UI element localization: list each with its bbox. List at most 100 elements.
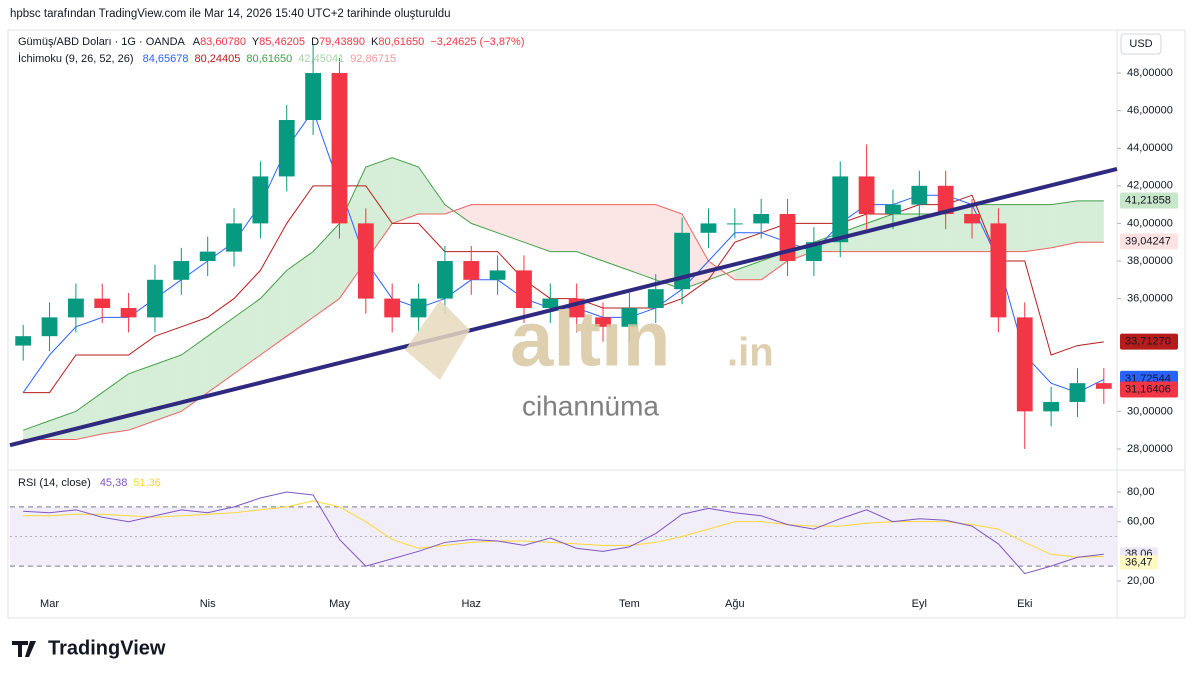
currency[interactable]: USD (1129, 38, 1152, 50)
indicator-value: 45,38 (100, 477, 128, 489)
indicator-value: 51,36 (133, 477, 161, 489)
y-tick-label: 38,00000 (1127, 255, 1173, 267)
candle-body (384, 298, 401, 318)
cloud (128, 364, 155, 431)
candle-body (700, 223, 717, 233)
price-badge-label: 31,16406 (1125, 383, 1171, 395)
candle-body (15, 336, 32, 346)
ohlc-label: Y (252, 36, 260, 48)
ohlc-value: 85,46205 (259, 36, 305, 48)
logo-text: TradingView (48, 637, 166, 659)
y-tick-label: 20,00 (1127, 575, 1155, 587)
watermark: altın .in cihannüma (405, 295, 774, 421)
candle-body (937, 185, 954, 215)
legend-line: RSI (14, close) 45,38 51,36 (18, 477, 161, 489)
indicator-value: 80,24405 (195, 53, 241, 65)
legend-line: İchimoku (9, 26, 52, 26) 84,65678 80,2440… (18, 52, 396, 65)
cloud (1024, 204, 1052, 252)
candle-body (753, 214, 770, 224)
y-tick-label: 40,00000 (1127, 217, 1173, 229)
y-tick-label: 42,00000 (1127, 180, 1173, 192)
candle-body (542, 298, 559, 308)
candle-body (147, 279, 163, 318)
indicator-name: İchimoku (9, 26, 52, 26) (18, 52, 134, 65)
cloud (260, 270, 287, 355)
tradingview-logo: TradingView (12, 637, 166, 659)
candle-body (331, 73, 348, 224)
candle-body (173, 260, 190, 280)
header: hpbsc tarafından TradingView.com ile Mar… (10, 8, 451, 20)
candle-body (489, 270, 506, 280)
candle-body (463, 260, 480, 280)
currency-box[interactable] (1120, 33, 1162, 55)
rsi-line (23, 491, 1104, 575)
candle-body (911, 185, 928, 205)
candle-body (305, 73, 322, 121)
candle-body (1043, 401, 1060, 412)
indicator-value: 84,65678 (143, 53, 189, 65)
cloud (629, 204, 656, 280)
ohlc-value: 83,60780 (200, 36, 246, 48)
cloud (234, 298, 261, 374)
x-tick-label: Eki (1017, 598, 1032, 610)
logo-mark (12, 641, 36, 657)
candle-body (990, 223, 1007, 318)
x-tick-label: Haz (461, 598, 481, 610)
price-badge-label: 33,71270 (1125, 335, 1171, 347)
x-tick-label: Ağu (725, 598, 745, 610)
background-layer (10, 109, 1117, 567)
cloud (866, 214, 893, 252)
candle-body (885, 204, 901, 215)
cloud (497, 204, 524, 243)
cloud (523, 204, 551, 252)
ohlc-value: 79,43890 (319, 36, 365, 48)
frame (7, 29, 1186, 619)
candle-body (1095, 383, 1112, 389)
cloud (1051, 200, 1078, 248)
cloud (23, 420, 50, 440)
ichimoku-span-a (23, 157, 1104, 431)
cloud (1077, 200, 1104, 243)
candle-body (1016, 317, 1033, 412)
candle-body (199, 251, 216, 261)
price-badge-label: 39,04247 (1125, 235, 1171, 247)
candle-body (226, 223, 242, 252)
y-tick-label: 48,00000 (1127, 67, 1173, 79)
rsi-band (10, 506, 1117, 567)
price-badge (1120, 192, 1178, 209)
cloud (550, 204, 577, 252)
price-badge-label: 41,21858 (1125, 194, 1171, 206)
watermark-suffix: .in (727, 331, 774, 375)
ohlc-label: K (371, 36, 379, 48)
cloud (444, 204, 472, 224)
candle-body (120, 307, 137, 318)
candle-body (621, 307, 638, 327)
y-tick-label: 44,00000 (1127, 142, 1173, 154)
price-badge (1120, 381, 1178, 398)
candle-body (94, 298, 111, 308)
y-tick-label: 28,00000 (1127, 443, 1173, 455)
ohlc-value: 80,61650 (378, 36, 424, 48)
y-tick-label: 46,00000 (1127, 105, 1173, 117)
axis-layer: 28,00000 30,00000 36,00000 38,00000 40,00000… (40, 67, 1178, 610)
indicator-value: 80,61650 (246, 53, 292, 65)
x-tick-label: Nis (200, 598, 216, 610)
mark-layer (9, 44, 1118, 575)
candle-body (726, 223, 743, 225)
cloud (154, 354, 182, 421)
cloud (313, 223, 340, 318)
candle-body (436, 260, 453, 299)
cloud (919, 214, 946, 252)
symbol: Gümüş/ABD Doları · 1G · OANDA (18, 36, 186, 48)
cloud (207, 317, 235, 393)
cloud (392, 157, 419, 224)
candle-body (832, 176, 849, 243)
cloud (603, 204, 630, 271)
ohlc-label: D (311, 36, 319, 48)
cloud (181, 336, 208, 412)
y-tick-label: 36,00000 (1127, 292, 1173, 304)
x-tick-label: Tem (619, 598, 640, 610)
x-tick-label: Eyl (912, 598, 927, 610)
